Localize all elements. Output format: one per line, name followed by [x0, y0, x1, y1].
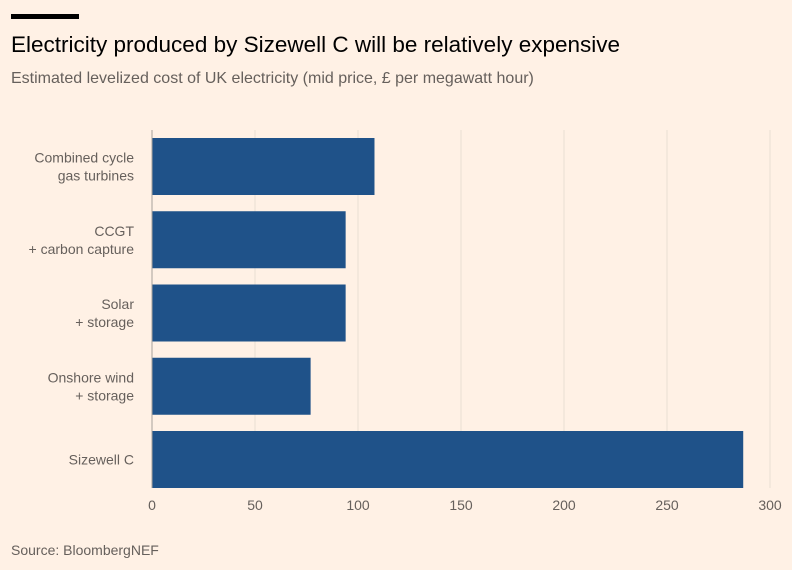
- x-tick-label-0: 0: [148, 497, 156, 513]
- x-tick-label-100: 100: [346, 497, 370, 513]
- category-label-4: Sizewell C: [69, 452, 134, 468]
- chart-title: Electricity produced by Sizewell C will …: [11, 32, 621, 57]
- chart-subtitle: Estimated levelized cost of UK electrici…: [11, 70, 534, 87]
- bar-chart: Combined cycle gas turbines CCGT + carbon c…: [29, 130, 782, 513]
- category-label-line: Combined cycle: [34, 150, 134, 166]
- category-label-line: Onshore wind: [48, 369, 134, 385]
- category-label-2: Solar + storage: [75, 296, 134, 330]
- source-note: Source: BloombergNEF: [11, 542, 159, 558]
- x-tick-label-200: 200: [552, 497, 576, 513]
- category-label-line: + storage: [75, 387, 134, 403]
- category-label-3: Onshore wind + storage: [48, 369, 135, 403]
- bar-0: [152, 138, 375, 195]
- bar-4: [152, 431, 744, 488]
- x-tick-label-50: 50: [247, 497, 263, 513]
- x-tick-label-300: 300: [758, 497, 782, 513]
- category-label-line: Sizewell C: [69, 452, 134, 468]
- top-rule: [11, 14, 79, 19]
- category-label-1: CCGT + carbon capture: [29, 223, 135, 257]
- bar-1: [152, 211, 346, 269]
- category-label-line: Solar: [101, 296, 134, 312]
- category-label-line: + carbon capture: [29, 241, 135, 257]
- category-label-0: Combined cycle gas turbines: [34, 150, 134, 184]
- x-tick-label-150: 150: [449, 497, 473, 513]
- x-tick-label-250: 250: [655, 497, 679, 513]
- category-label-line: + storage: [75, 314, 134, 330]
- category-label-line: CCGT: [94, 223, 134, 239]
- category-label-line: gas turbines: [58, 168, 134, 184]
- bar-2: [152, 284, 346, 342]
- bar-3: [152, 357, 311, 415]
